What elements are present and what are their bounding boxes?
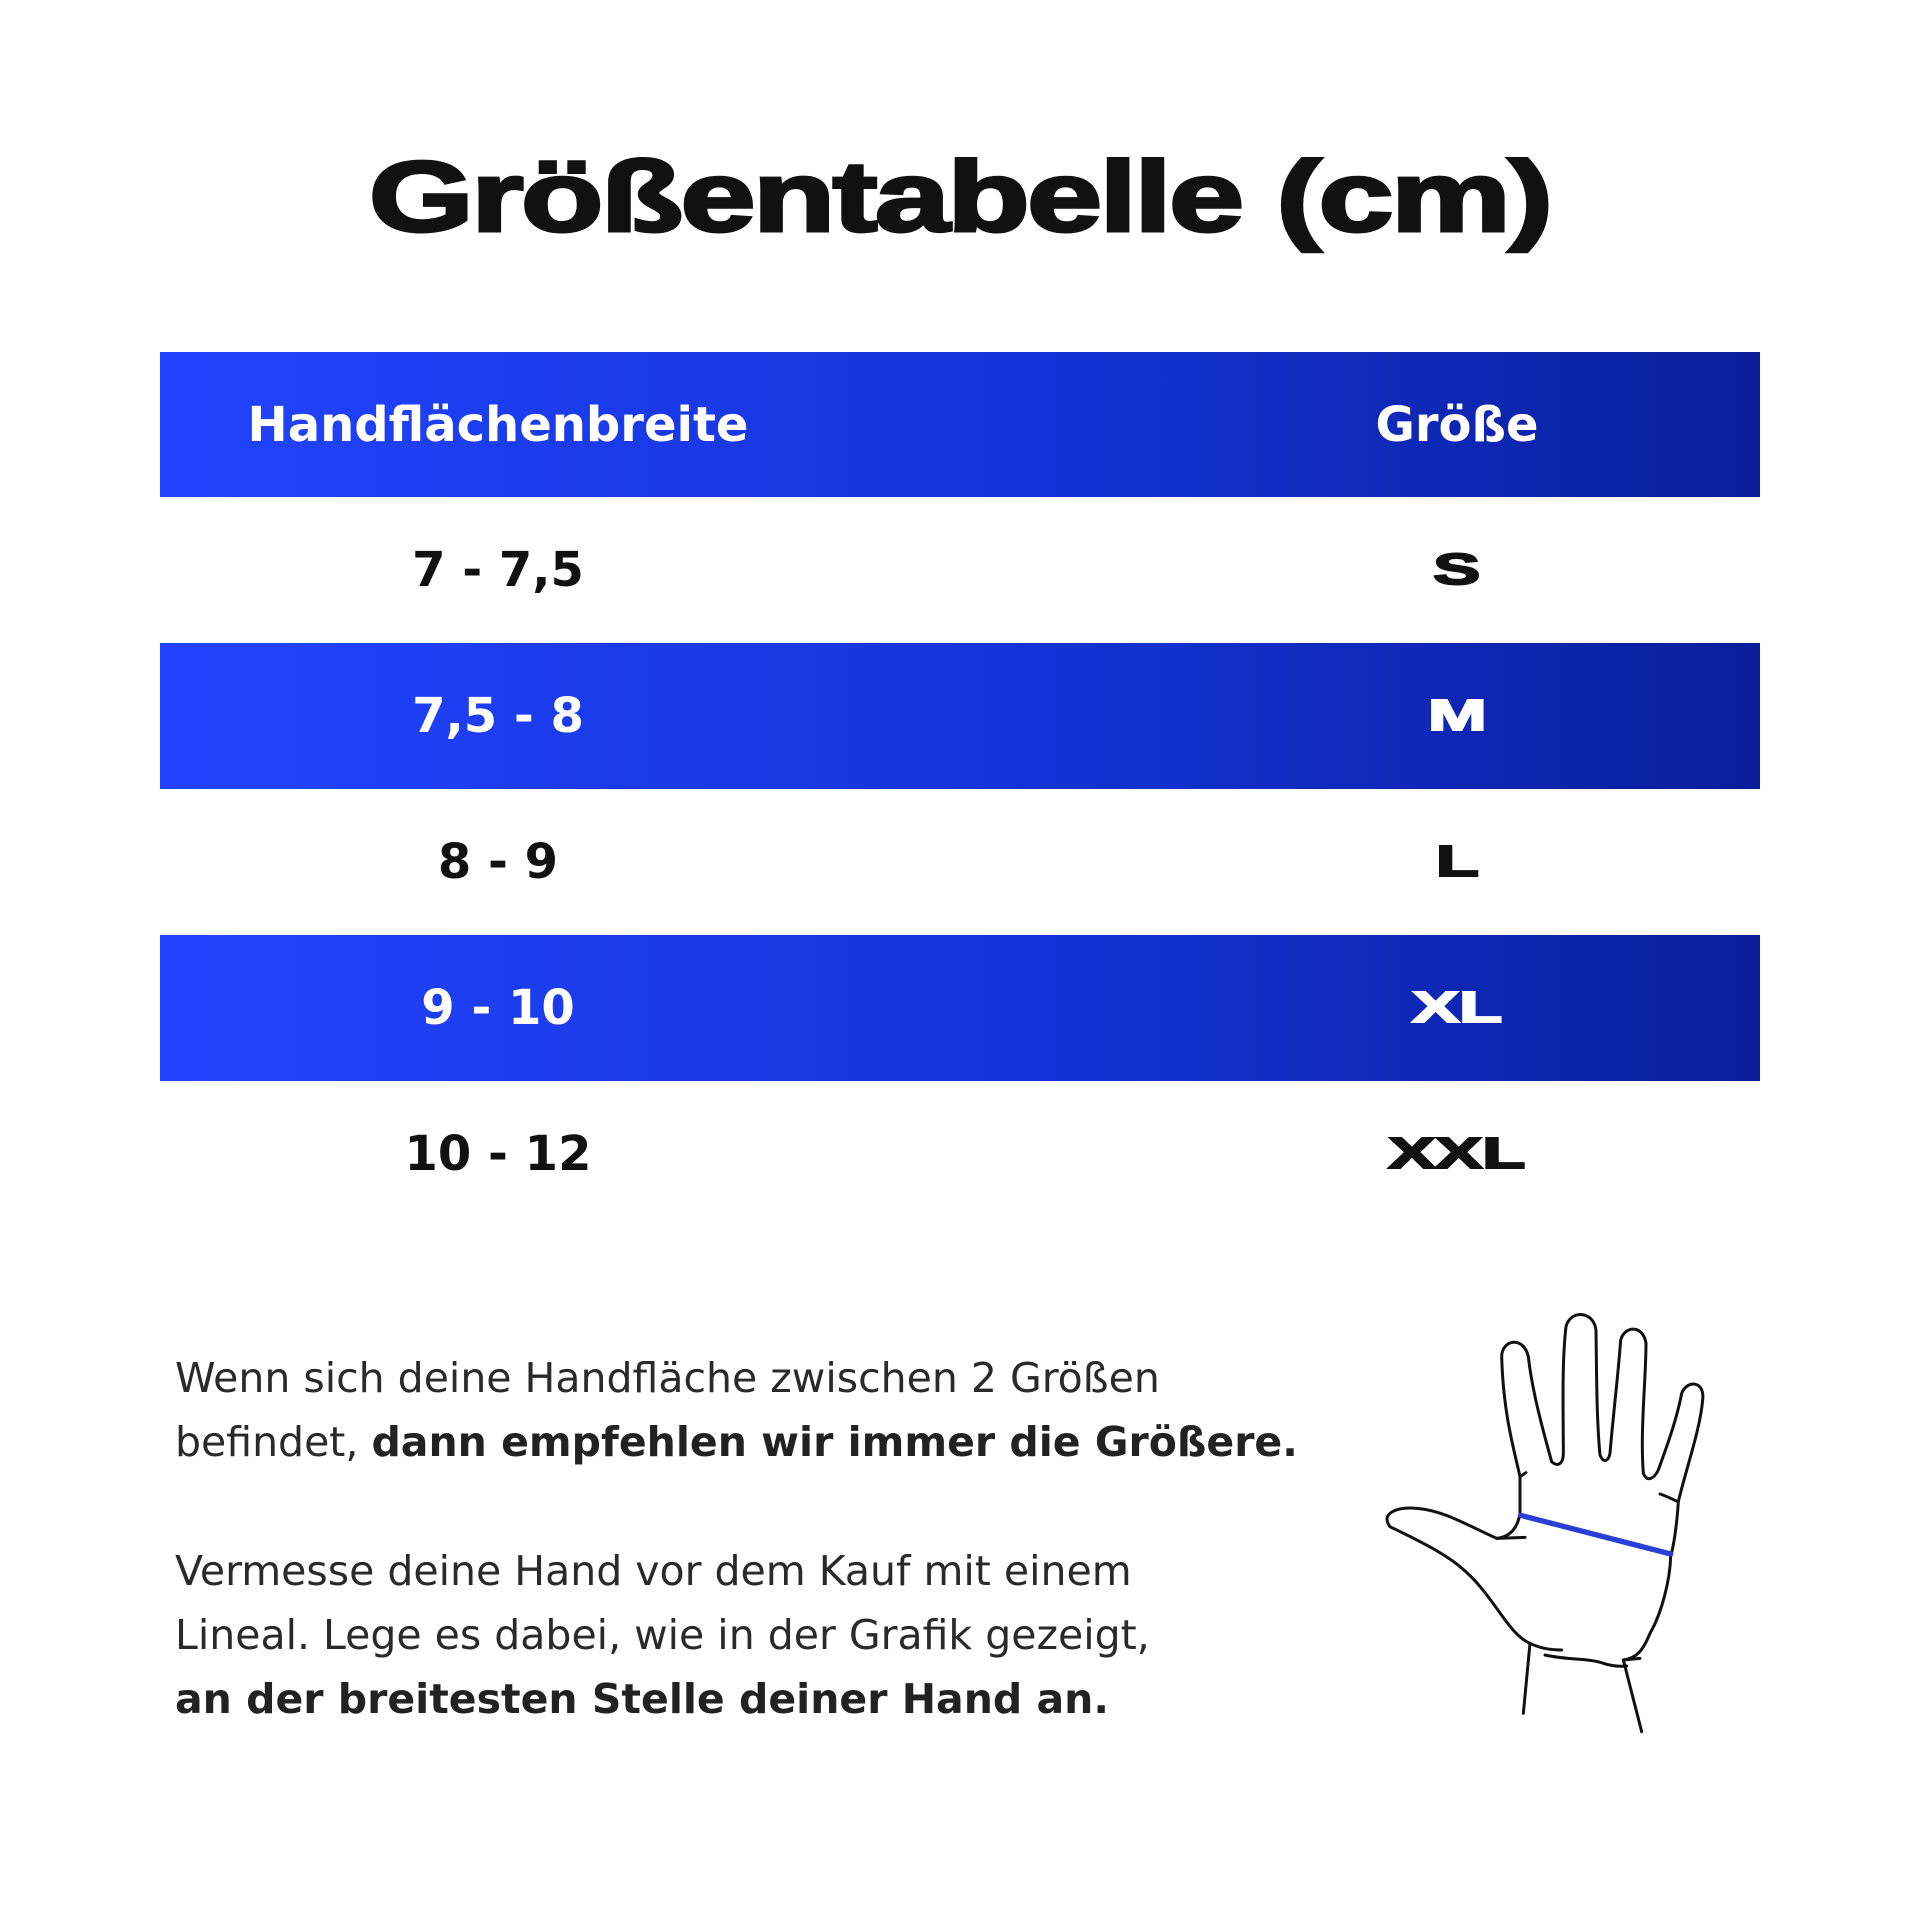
size-cell: S [1432,544,1482,595]
size-cell: L [1434,836,1480,887]
size-cell: XL [1410,982,1503,1033]
palm-width-cell: 10 - 12 [404,1126,592,1182]
size-cell: XXL [1387,1128,1527,1179]
table-header: Handflächenbreite Größe [160,352,1760,497]
note-emphasis: dann empfehlen wir immer die Größere. [371,1418,1298,1466]
table-row: 7 - 7,5 S [160,497,1760,643]
page-title: Größentabelle (cm) [367,140,1555,255]
table-row: 7,5 - 8 M [160,643,1760,789]
size-cell: M [1426,690,1488,741]
header-size: Größe [1375,396,1539,453]
palm-width-cell: 9 - 10 [421,980,575,1036]
size-table: Handflächenbreite Größe 7 - 7,5 S 7,5 - … [160,352,1760,1227]
palm-width-cell: 8 - 9 [437,834,559,890]
note-text: Wenn sich deine Handfläche zwischen 2 Gr… [175,1354,1160,1466]
note-between-sizes: Wenn sich deine Handfläche zwischen 2 Gr… [175,1346,1325,1474]
palm-width-cell: 7,5 - 8 [412,688,584,744]
note-emphasis: an der breitesten Stelle deiner Hand an. [175,1675,1109,1723]
palm-width-cell: 7 - 7,5 [412,542,584,598]
hand-measurement-icon [1385,1313,1705,1734]
table-row: 9 - 10 XL [160,935,1760,1081]
table-row: 10 - 12 XXL [160,1081,1760,1227]
table-row: 8 - 9 L [160,789,1760,935]
note-text: Vermesse deine Hand vor dem Kauf mit ein… [175,1547,1150,1659]
note-measure: Vermesse deine Hand vor dem Kauf mit ein… [175,1539,1215,1731]
header-palm-width: Handflächenbreite [247,396,749,453]
